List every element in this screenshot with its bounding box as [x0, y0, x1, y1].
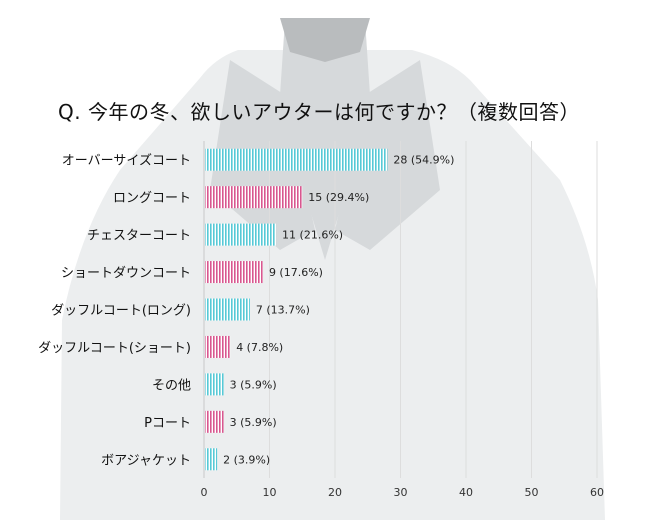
category-label: Pコート	[144, 416, 191, 431]
bar	[205, 373, 224, 396]
data-label: 3 (5.9%)	[230, 378, 277, 391]
data-label: 28 (54.9%)	[393, 154, 454, 167]
x-tick-label: 60	[590, 486, 604, 499]
bar	[205, 261, 263, 284]
coat-collar	[280, 18, 370, 62]
data-label: 15 (29.4%)	[308, 191, 369, 204]
data-label: 4 (7.8%)	[236, 341, 283, 354]
category-label: ショートダウンコート	[61, 266, 191, 281]
data-label: 7 (13.7%)	[256, 304, 310, 317]
x-tick-label: 40	[459, 486, 473, 499]
category-label: ボアジャケット	[101, 453, 191, 468]
bars	[205, 148, 388, 471]
category-label: ダッフルコート(ショート)	[38, 341, 191, 356]
bar	[205, 335, 231, 358]
x-tick-label: 10	[263, 486, 277, 499]
bar	[205, 410, 224, 433]
coat-lapel	[280, 20, 370, 260]
coat-body	[60, 50, 605, 520]
data-labels: 28 (54.9%) 15 (29.4%) 11 (21.6%) 9 (17.6%) 7…	[223, 154, 454, 467]
bar	[205, 223, 277, 246]
x-tick-label: 20	[328, 486, 342, 499]
data-label: 3 (5.9%)	[230, 416, 277, 429]
x-axis-ticks: 0 10 20 30 40 50 60	[201, 486, 605, 499]
data-label: 11 (21.6%)	[282, 229, 343, 242]
category-label: ロングコート	[113, 191, 191, 206]
data-label: 9 (17.6%)	[269, 266, 323, 279]
bar	[205, 148, 388, 171]
category-labels: オーバーサイズコートロングコートチェスターコートショートダウンコートダッフルコー…	[38, 153, 191, 469]
bar	[205, 186, 303, 209]
x-tick-label: 0	[201, 486, 208, 499]
category-label: オーバーサイズコート	[62, 153, 191, 169]
bar	[205, 298, 250, 321]
data-label: 2 (3.9%)	[223, 453, 270, 466]
gridlines	[203, 141, 598, 478]
category-label: チェスターコート	[87, 229, 191, 244]
category-label: ダッフルコート(ロング)	[51, 304, 191, 319]
coat-inner-right	[335, 60, 440, 250]
category-label: その他	[152, 378, 191, 393]
x-tick-label: 30	[394, 486, 408, 499]
bar	[205, 448, 218, 471]
x-tick-label: 50	[525, 486, 539, 499]
chart-title: Q. 今年の冬、欲しいアウターは何ですか？（複数回答）	[58, 100, 580, 124]
